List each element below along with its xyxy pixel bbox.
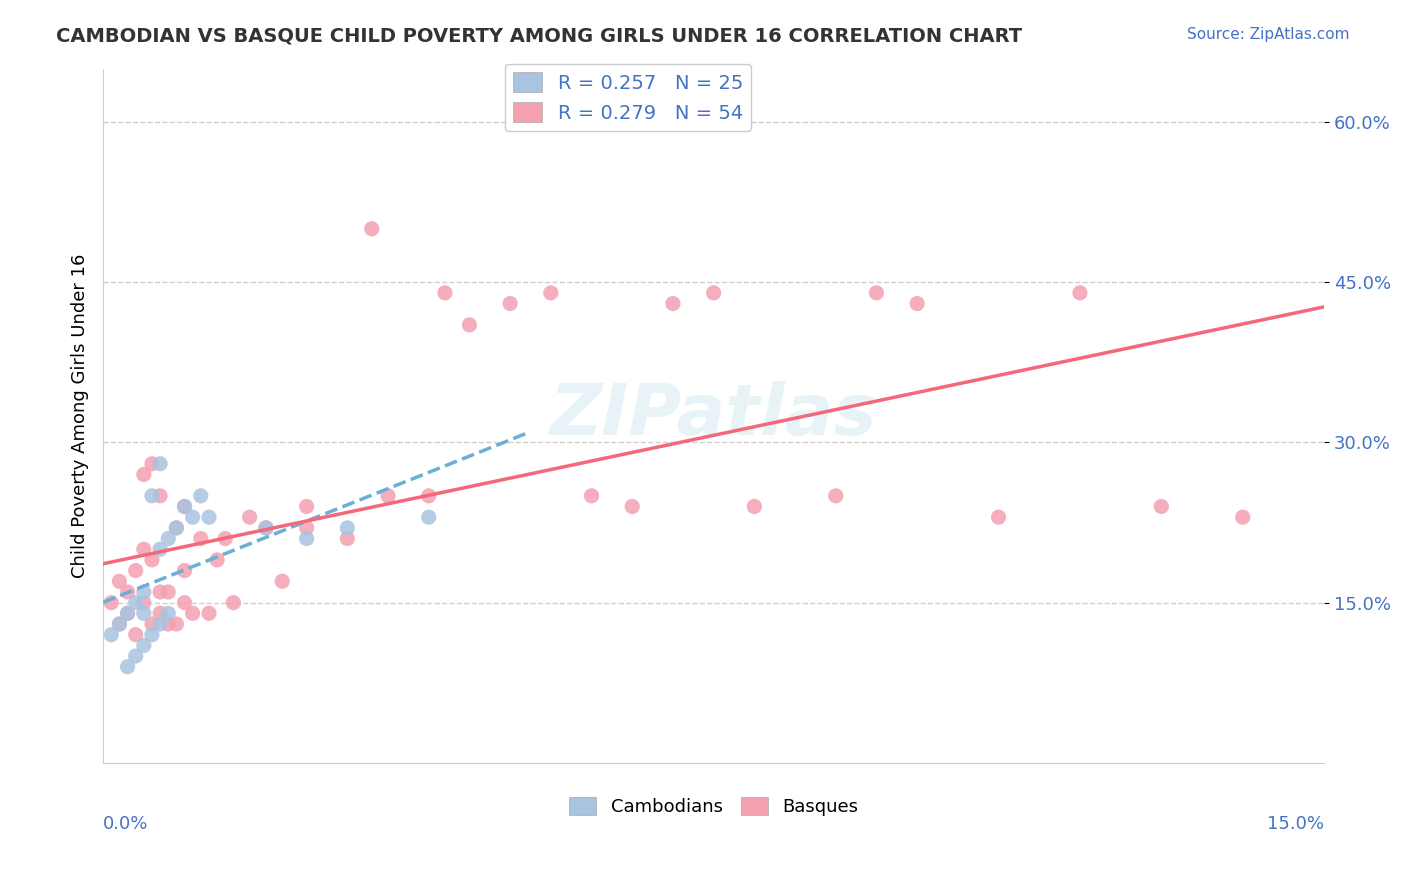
Point [198, 607, 221, 621]
Point [132, 542, 155, 557]
Point [173, 500, 195, 514]
Point [125, 648, 148, 663]
Text: 15.0%: 15.0% [1267, 815, 1324, 833]
Point [141, 628, 163, 642]
Point [295, 532, 318, 546]
Point [117, 585, 139, 599]
Point [157, 607, 180, 621]
Point [149, 607, 172, 621]
Point [222, 596, 245, 610]
Point [198, 510, 221, 524]
Point [125, 564, 148, 578]
Point [190, 532, 212, 546]
Legend: Cambodians, Basques: Cambodians, Basques [562, 789, 866, 823]
Point [1150, 500, 1173, 514]
Point [190, 489, 212, 503]
Point [157, 532, 180, 546]
Point [125, 628, 148, 642]
Point [360, 221, 382, 235]
Point [703, 285, 725, 300]
Point [865, 285, 887, 300]
Point [141, 553, 163, 567]
Point [744, 500, 766, 514]
Point [905, 296, 928, 310]
Point [141, 489, 163, 503]
Point [418, 510, 440, 524]
Point [117, 607, 139, 621]
Point [295, 500, 318, 514]
Point [132, 596, 155, 610]
Point [141, 617, 163, 632]
Point [214, 532, 236, 546]
Point [117, 607, 139, 621]
Point [132, 467, 155, 482]
Point [165, 521, 187, 535]
Point [271, 574, 294, 589]
Point [418, 489, 440, 503]
Point [434, 285, 457, 300]
Point [662, 296, 685, 310]
Y-axis label: Child Poverty Among Girls Under 16: Child Poverty Among Girls Under 16 [72, 253, 89, 578]
Point [621, 500, 644, 514]
Point [132, 585, 155, 599]
Point [336, 532, 359, 546]
Text: CAMBODIAN VS BASQUE CHILD POVERTY AMONG GIRLS UNDER 16 CORRELATION CHART: CAMBODIAN VS BASQUE CHILD POVERTY AMONG … [56, 27, 1022, 45]
Point [181, 510, 204, 524]
Point [499, 296, 522, 310]
Point [157, 617, 180, 632]
Point [149, 617, 172, 632]
Point [157, 585, 180, 599]
Point [108, 617, 131, 632]
Point [132, 639, 155, 653]
Point [108, 617, 131, 632]
Point [295, 521, 318, 535]
Point [149, 585, 172, 599]
Text: Source: ZipAtlas.com: Source: ZipAtlas.com [1187, 27, 1350, 42]
Point [117, 659, 139, 673]
Point [458, 318, 481, 332]
Point [149, 457, 172, 471]
Point [165, 521, 187, 535]
Point [100, 628, 122, 642]
Point [125, 596, 148, 610]
Point [132, 607, 155, 621]
Point [824, 489, 846, 503]
Point [173, 500, 195, 514]
Point [181, 607, 204, 621]
Point [141, 457, 163, 471]
Point [987, 510, 1010, 524]
Point [540, 285, 562, 300]
Point [205, 553, 228, 567]
Point [254, 521, 277, 535]
Point [173, 596, 195, 610]
Point [336, 521, 359, 535]
Point [377, 489, 399, 503]
Point [108, 574, 131, 589]
Point [165, 617, 187, 632]
Point [173, 564, 195, 578]
Point [100, 596, 122, 610]
Point [581, 489, 603, 503]
Point [149, 542, 172, 557]
Point [149, 489, 172, 503]
Text: ZIPatlas: ZIPatlas [550, 381, 877, 450]
Point [239, 510, 262, 524]
Point [1232, 510, 1254, 524]
Point [1069, 285, 1091, 300]
Text: 0.0%: 0.0% [103, 815, 149, 833]
Point [254, 521, 277, 535]
